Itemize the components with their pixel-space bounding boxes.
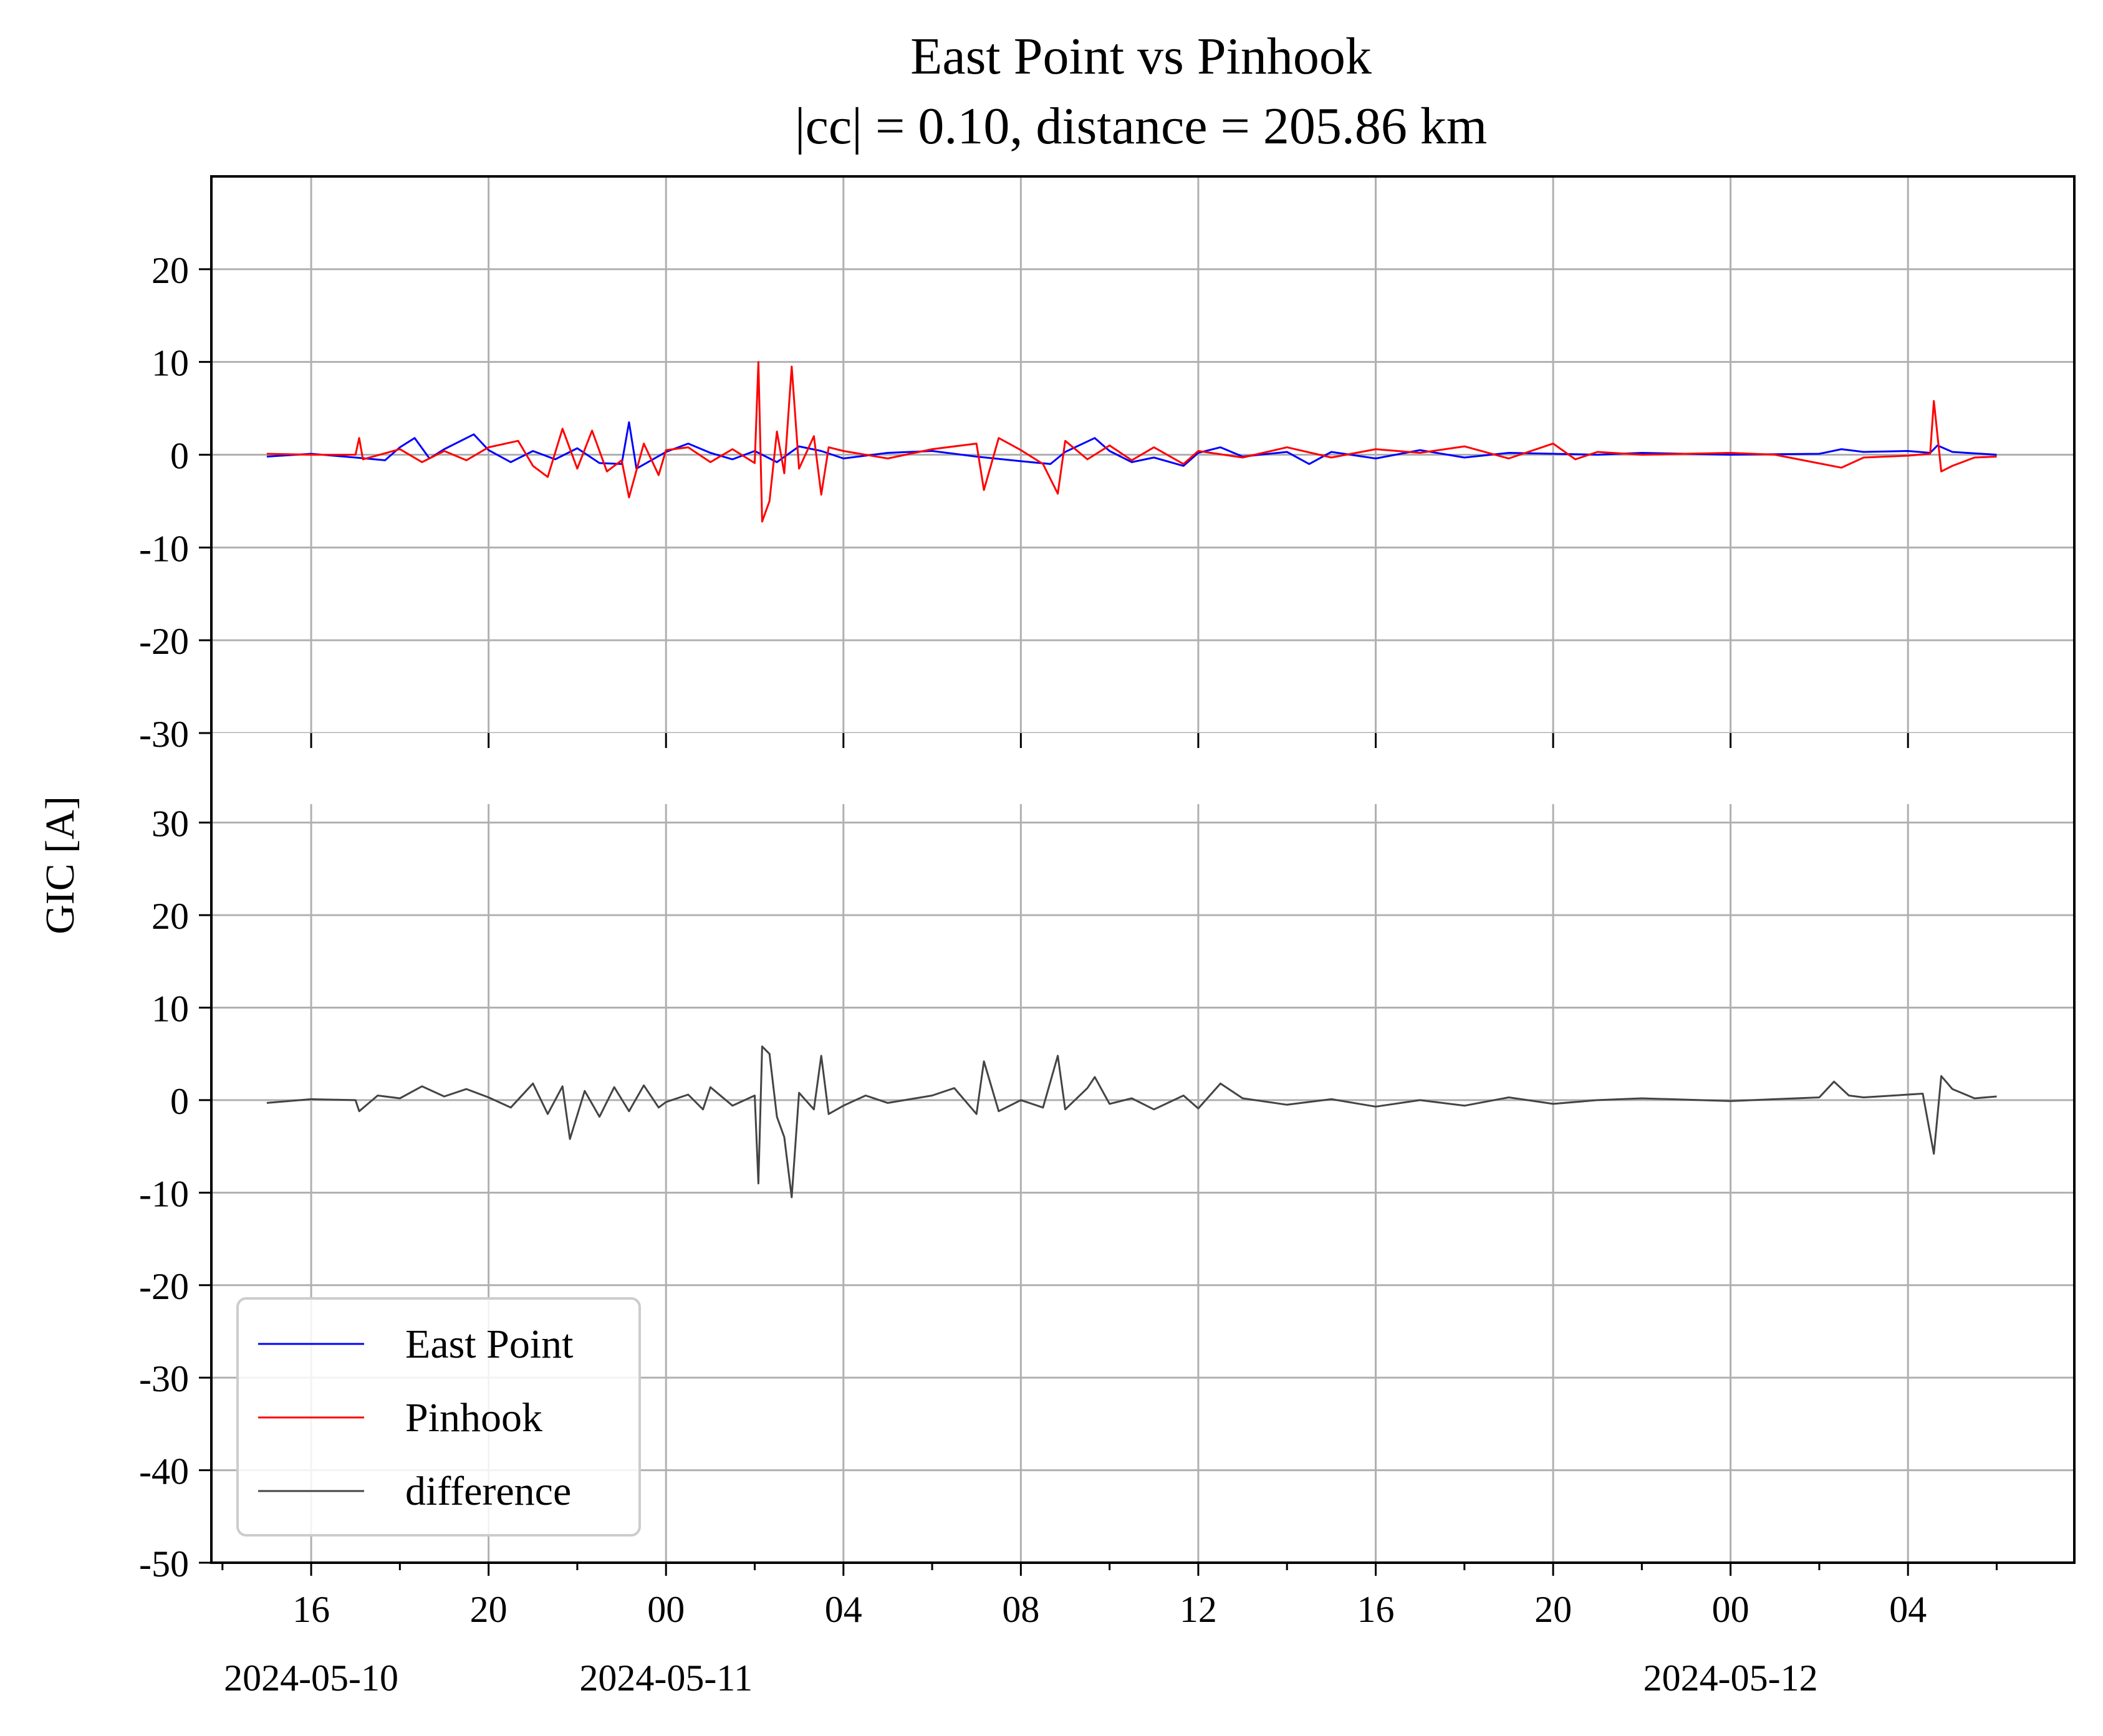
y-tick-label: -10 bbox=[139, 528, 189, 569]
legend-label: difference bbox=[405, 1469, 571, 1514]
x-tick-label: 04 bbox=[1889, 1589, 1927, 1630]
y-tick-label: -50 bbox=[139, 1543, 189, 1585]
series-line-pinhook bbox=[266, 361, 1997, 523]
x-tick-label: 20 bbox=[1534, 1589, 1572, 1630]
x-tick-label: 00 bbox=[1712, 1589, 1749, 1630]
x-date-label: 2024-05-12 bbox=[1643, 1657, 1818, 1699]
y-tick-labels: -30 -20 -10 0 10 20 -50 -40 -30 -20 -10 0 10 20 30 bbox=[139, 250, 211, 1585]
y-tick-label: -30 bbox=[139, 714, 189, 755]
series-line-difference bbox=[266, 1045, 1997, 1199]
y-tick-label: 0 bbox=[170, 436, 189, 477]
x-tick-label: 04 bbox=[825, 1589, 862, 1630]
y-tick-label: -40 bbox=[139, 1451, 189, 1492]
x-tick-label: 12 bbox=[1180, 1589, 1217, 1630]
y-tick-label: -20 bbox=[139, 1266, 189, 1307]
x-tick-label: 16 bbox=[1357, 1589, 1395, 1630]
legend: East Point Pinhook difference bbox=[236, 1297, 641, 1537]
y-tick-label: 0 bbox=[170, 1081, 189, 1122]
legend-label: Pinhook bbox=[405, 1395, 542, 1441]
y-tick-label: -30 bbox=[139, 1358, 189, 1399]
y-tick-label: 20 bbox=[152, 896, 189, 937]
chart-title: East Point vs Pinhook bbox=[910, 27, 1372, 85]
legend-label: East Point bbox=[405, 1321, 574, 1367]
y-tick-label: 20 bbox=[152, 250, 189, 291]
y-tick-label: 30 bbox=[152, 803, 189, 845]
panel-gap bbox=[213, 733, 2073, 804]
y-tick-label: -20 bbox=[139, 621, 189, 662]
y-tick-label: 10 bbox=[152, 343, 189, 384]
x-tick-labels: 16 2024-05-10 20 00 2024-05-11 04 08 12 16 20 00 20… bbox=[224, 733, 1927, 1699]
plot-frame bbox=[210, 175, 2076, 1564]
x-date-label: 2024-05-10 bbox=[224, 1657, 398, 1699]
legend-box bbox=[236, 1297, 641, 1537]
y-tick-label: -10 bbox=[139, 1173, 189, 1214]
x-date-label: 2024-05-11 bbox=[579, 1657, 753, 1699]
x-tick-label: 08 bbox=[1002, 1589, 1039, 1630]
y-tick-label: 10 bbox=[152, 989, 189, 1030]
bottom-panel-series bbox=[266, 1045, 1997, 1199]
y-axis-label: GIC [A] bbox=[37, 796, 83, 934]
x-tick-label: 00 bbox=[647, 1589, 685, 1630]
top-panel-series bbox=[266, 361, 1997, 523]
x-tick-label: 20 bbox=[470, 1589, 508, 1630]
series-line-east-point bbox=[266, 421, 1997, 470]
x-tick-label: 16 bbox=[292, 1589, 330, 1630]
chart-subtitle: |cc| = 0.10, distance = 205.86 km bbox=[795, 97, 1488, 155]
